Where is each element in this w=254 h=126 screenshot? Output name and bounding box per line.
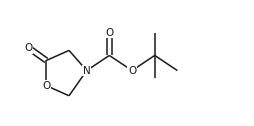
Text: O: O [128, 66, 136, 76]
Text: O: O [25, 43, 33, 53]
Text: O: O [105, 28, 114, 38]
Text: O: O [42, 81, 51, 91]
Text: N: N [83, 66, 91, 76]
